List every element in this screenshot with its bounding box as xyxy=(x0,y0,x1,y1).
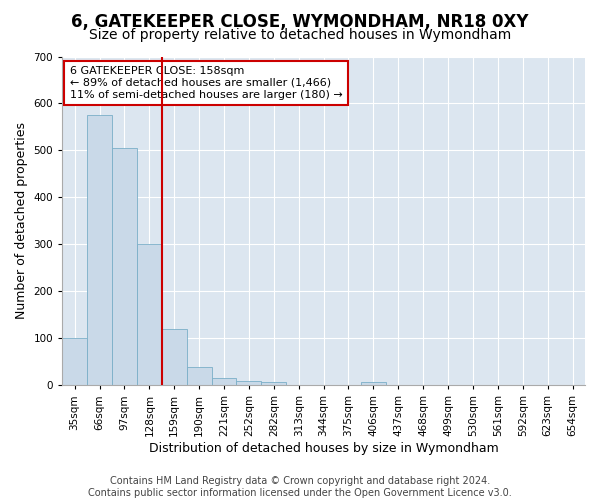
Bar xyxy=(137,244,162,386)
Bar xyxy=(87,115,112,386)
Bar xyxy=(162,329,187,386)
Bar xyxy=(112,148,137,386)
Bar xyxy=(236,380,262,386)
Text: 6, GATEKEEPER CLOSE, WYMONDHAM, NR18 0XY: 6, GATEKEEPER CLOSE, WYMONDHAM, NR18 0XY xyxy=(71,12,529,30)
Bar xyxy=(262,382,286,386)
Bar xyxy=(187,368,212,386)
Text: Contains HM Land Registry data © Crown copyright and database right 2024.
Contai: Contains HM Land Registry data © Crown c… xyxy=(88,476,512,498)
Bar xyxy=(212,378,236,386)
Y-axis label: Number of detached properties: Number of detached properties xyxy=(15,122,28,320)
Text: 6 GATEKEEPER CLOSE: 158sqm
← 89% of detached houses are smaller (1,466)
11% of s: 6 GATEKEEPER CLOSE: 158sqm ← 89% of deta… xyxy=(70,66,343,100)
Bar xyxy=(62,338,87,386)
X-axis label: Distribution of detached houses by size in Wymondham: Distribution of detached houses by size … xyxy=(149,442,499,455)
Text: Size of property relative to detached houses in Wymondham: Size of property relative to detached ho… xyxy=(89,28,511,42)
Bar xyxy=(361,382,386,386)
